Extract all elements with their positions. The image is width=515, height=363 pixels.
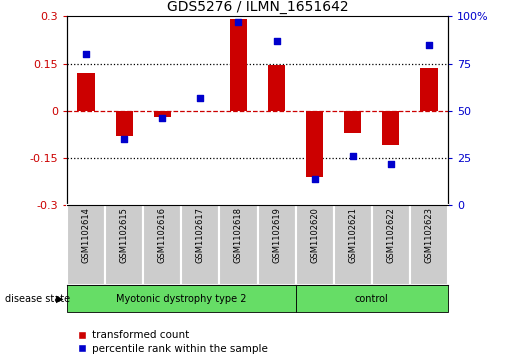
Title: GDS5276 / ILMN_1651642: GDS5276 / ILMN_1651642 [167,0,348,14]
Text: GSM1102622: GSM1102622 [386,208,396,264]
Bar [420,68,438,111]
Bar [344,111,362,133]
Bar [306,111,323,177]
Bar [372,205,410,285]
Text: GSM1102621: GSM1102621 [348,208,357,264]
Point [311,176,319,182]
Point [196,95,204,101]
Bar [77,73,95,111]
Text: GSM1102615: GSM1102615 [119,208,129,264]
Legend: transformed count, percentile rank within the sample: transformed count, percentile rank withi… [72,326,272,358]
Bar [296,205,334,285]
Point [158,115,166,121]
Text: GSM1102623: GSM1102623 [424,208,434,264]
Text: Myotonic dystrophy type 2: Myotonic dystrophy type 2 [116,294,247,303]
Point [349,153,357,159]
Point [82,51,90,57]
Bar [67,285,296,312]
Point [272,38,281,44]
Bar [219,205,258,285]
Text: ▶: ▶ [56,294,63,303]
Point [120,136,128,142]
Bar [258,205,296,285]
Bar [410,205,448,285]
Bar [105,205,143,285]
Text: GSM1102618: GSM1102618 [234,208,243,264]
Text: GSM1102616: GSM1102616 [158,208,167,264]
Bar [334,205,372,285]
Point [425,42,433,48]
Bar [230,20,247,111]
Text: disease state: disease state [5,294,70,303]
Text: control: control [355,294,389,303]
Bar [153,111,171,117]
Point [234,19,243,25]
Text: GSM1102614: GSM1102614 [81,208,91,264]
Bar [143,205,181,285]
Bar [382,111,400,145]
Point [387,161,395,167]
Bar [296,285,448,312]
Bar [67,205,105,285]
Bar [268,65,285,111]
Text: GSM1102620: GSM1102620 [310,208,319,264]
Bar [115,111,133,136]
Text: GSM1102619: GSM1102619 [272,208,281,264]
Bar [181,205,219,285]
Text: GSM1102617: GSM1102617 [196,208,205,264]
